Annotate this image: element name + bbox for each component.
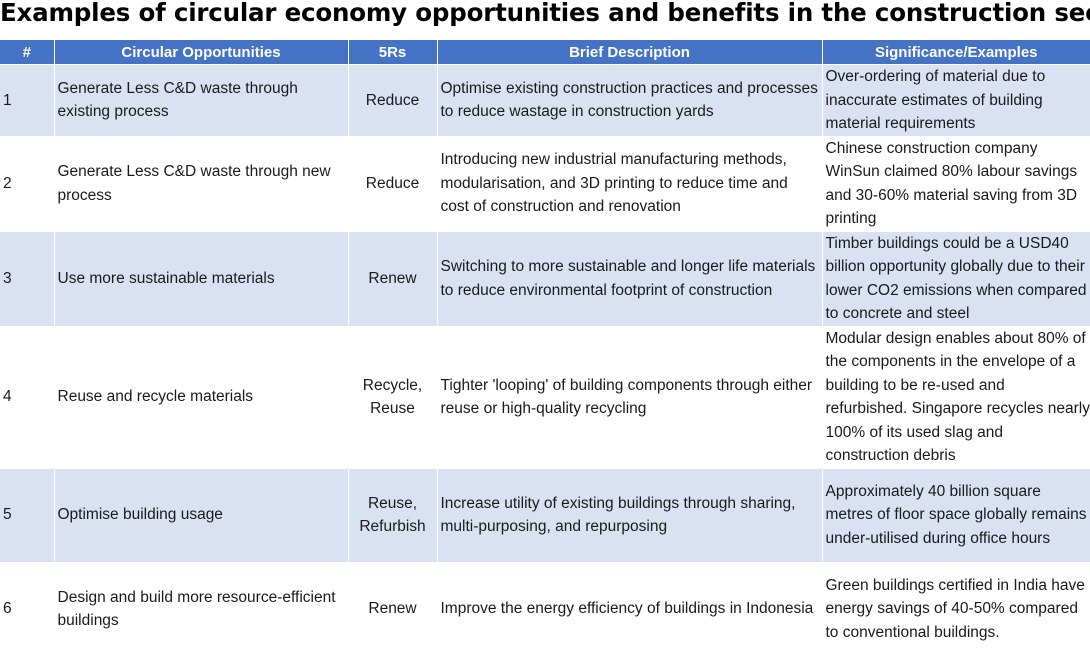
- brief-description-cell: Tighter 'looping' of building components…: [437, 326, 823, 469]
- circular-opportunity-cell: Generate Less C&D waste through new proc…: [54, 136, 349, 232]
- table-header-row: # Circular Opportunities 5Rs Brief Descr…: [0, 40, 1090, 65]
- brief-description-cell: Optimise existing construction practices…: [437, 64, 823, 137]
- row-number: 3: [0, 231, 55, 327]
- row-number: 1: [0, 64, 55, 137]
- five-rs-cell: Reuse, Refurbish: [348, 468, 438, 563]
- five-rs-cell: Renew: [348, 562, 438, 656]
- brief-description-cell: Improve the energy efficiency of buildin…: [437, 562, 823, 656]
- five-rs-cell: Reduce: [348, 64, 438, 137]
- circular-opportunity-cell: Generate Less C&D waste through existing…: [54, 64, 349, 137]
- header-significance-examples: Significance/Examples: [822, 40, 1090, 65]
- significance-cell: Chinese construction company WinSun clai…: [822, 136, 1090, 232]
- circular-opportunity-cell: Reuse and recycle materials: [54, 326, 349, 469]
- circular-opportunity-cell: Use more sustainable materials: [54, 231, 349, 327]
- table-row: 1 Generate Less C&D waste through existi…: [0, 64, 1090, 137]
- table-row: 3 Use more sustainable materials Renew S…: [0, 231, 1090, 327]
- significance-cell: Modular design enables about 80% of the …: [822, 326, 1090, 469]
- brief-description-cell: Switching to more sustainable and longer…: [437, 231, 823, 327]
- significance-cell: Green buildings certified in India have …: [822, 562, 1090, 656]
- five-rs-cell: Renew: [348, 231, 438, 327]
- row-number: 4: [0, 326, 55, 469]
- table-row: 5 Optimise building usage Reuse, Refurbi…: [0, 468, 1090, 563]
- brief-description-cell: Increase utility of existing buildings t…: [437, 468, 823, 563]
- five-rs-cell: Reduce: [348, 136, 438, 232]
- row-number: 2: [0, 136, 55, 232]
- opportunities-table: # Circular Opportunities 5Rs Brief Descr…: [0, 40, 1090, 656]
- circular-opportunity-cell: Optimise building usage: [54, 468, 349, 563]
- page-title: Examples of circular economy opportuniti…: [0, 0, 1090, 27]
- header-brief-description: Brief Description: [437, 40, 823, 65]
- table-row: 6 Design and build more resource-efficie…: [0, 562, 1090, 656]
- table-row: 2 Generate Less C&D waste through new pr…: [0, 136, 1090, 232]
- header-number: #: [0, 40, 55, 65]
- five-rs-cell: Recycle, Reuse: [348, 326, 438, 469]
- significance-cell: Approximately 40 billion square metres o…: [822, 468, 1090, 563]
- header-5rs: 5Rs: [348, 40, 438, 65]
- significance-cell: Timber buildings could be a USD40 billio…: [822, 231, 1090, 327]
- circular-opportunity-cell: Design and build more resource-efficient…: [54, 562, 349, 656]
- brief-description-cell: Introducing new industrial manufacturing…: [437, 136, 823, 232]
- row-number: 5: [0, 468, 55, 563]
- significance-cell: Over-ordering of material due to inaccur…: [822, 64, 1090, 137]
- table-row: 4 Reuse and recycle materials Recycle, R…: [0, 326, 1090, 469]
- header-circular-opportunities: Circular Opportunities: [54, 40, 349, 65]
- row-number: 6: [0, 562, 55, 656]
